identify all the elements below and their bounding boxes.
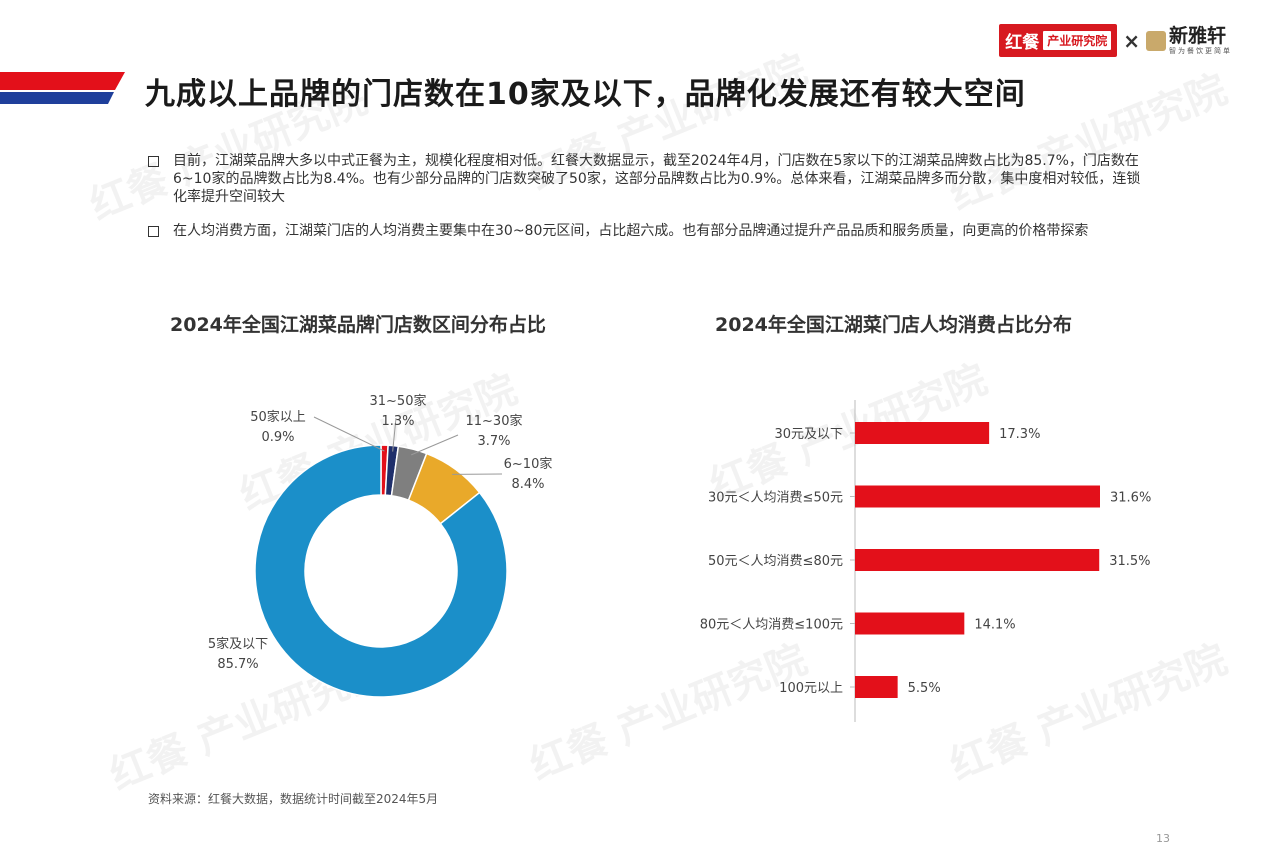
xinyaxuan-slogan: 智为餐饮更简单 xyxy=(1169,46,1232,55)
header-logo: 红餐 产业研究院 × 新雅轩 智为餐饮更简单 xyxy=(999,24,1232,57)
category-label: 100元以上 xyxy=(779,681,843,696)
slice-label: 50家以上 xyxy=(250,409,306,425)
bar-value-label: 5.5% xyxy=(908,681,941,696)
square-bullet-icon xyxy=(148,226,159,237)
category-label: 30元＜人均消费≤50元 xyxy=(708,491,843,506)
slice-value-label: 1.3% xyxy=(381,414,414,429)
slice-value-label: 8.4% xyxy=(511,477,544,492)
source-note: 资料来源：红餐大数据，数据统计时间截至2024年5月 xyxy=(148,792,439,806)
bar-value-label: 17.3% xyxy=(999,427,1040,442)
page-number: 13 xyxy=(1156,832,1170,845)
slice-label: 11~30家 xyxy=(466,413,523,429)
bar xyxy=(855,422,990,444)
slice-value-label: 3.7% xyxy=(477,434,510,449)
bullet-text: 目前，江湖菜品牌大多以中式正餐为主，规模化程度相对低。红餐大数据显示，截至202… xyxy=(173,153,1141,205)
bar-value-label: 31.6% xyxy=(1110,491,1151,506)
leader-line xyxy=(411,434,459,456)
slice-value-label: 85.7% xyxy=(217,657,258,672)
hongcan-logo-box: 产业研究院 xyxy=(1043,31,1112,50)
donut-chart: 50家以上 0.9% 31~50家 1.3% 11~30家 3.7% 6~10家 8.4% 5家… xyxy=(208,393,553,698)
xinyaxuan-mark-icon xyxy=(1146,30,1166,51)
category-label: 30元及以下 xyxy=(774,427,843,442)
category-label: 80元＜人均消费≤100元 xyxy=(700,618,843,633)
leader-line xyxy=(392,417,397,452)
hongcan-logo-text: 红餐 xyxy=(1005,33,1040,53)
bar xyxy=(855,612,965,635)
square-bullet-icon xyxy=(148,156,159,167)
donut-chart-title: 2024年全国江湖菜品牌门店数区间分布占比 xyxy=(170,314,546,336)
leader-line xyxy=(313,416,385,452)
xinyaxuan-logo: 新雅轩 智为餐饮更简单 xyxy=(1146,24,1232,55)
bullet-item: 在人均消费方面，江湖菜门店的人均消费主要集中在30~80元区间，占比超六成。也有… xyxy=(148,222,1148,240)
page-title: 九成以上品牌的门店数在10家及以下，品牌化发展还有较大空间 xyxy=(145,77,1026,112)
bar-chart: 30元及以下 17.3% 30元＜人均消费≤50元 31.6% 50元＜人均消费≤80元… xyxy=(700,400,1151,722)
logo-cross: × xyxy=(1123,28,1140,53)
slice-label: 6~10家 xyxy=(504,456,553,472)
slice-label: 31~50家 xyxy=(370,393,427,409)
title-accent-bar xyxy=(0,72,125,104)
bar-value-label: 31.5% xyxy=(1109,554,1150,569)
bullet-item: 目前，江湖菜品牌大多以中式正餐为主，规模化程度相对低。红餐大数据显示，截至202… xyxy=(148,152,1148,206)
bar xyxy=(855,676,898,698)
bar xyxy=(855,485,1100,508)
slice-label: 5家及以下 xyxy=(208,636,268,652)
hongcan-logo: 红餐 产业研究院 xyxy=(999,24,1118,57)
slice-value-label: 0.9% xyxy=(261,430,294,445)
bar-chart-title: 2024年全国江湖菜门店人均消费占比分布 xyxy=(715,314,1072,336)
bar xyxy=(855,549,1100,571)
bar-value-label: 14.1% xyxy=(974,618,1015,633)
category-label: 50元＜人均消费≤80元 xyxy=(708,554,843,569)
bullet-text: 在人均消费方面，江湖菜门店的人均消费主要集中在30~80元区间，占比超六成。也有… xyxy=(173,223,1089,239)
xinyaxuan-name: 新雅轩 xyxy=(1169,24,1227,47)
bullet-list: 目前，江湖菜品牌大多以中式正餐为主，规模化程度相对低。红餐大数据显示，截至202… xyxy=(148,152,1148,256)
donut-slice xyxy=(254,444,508,698)
